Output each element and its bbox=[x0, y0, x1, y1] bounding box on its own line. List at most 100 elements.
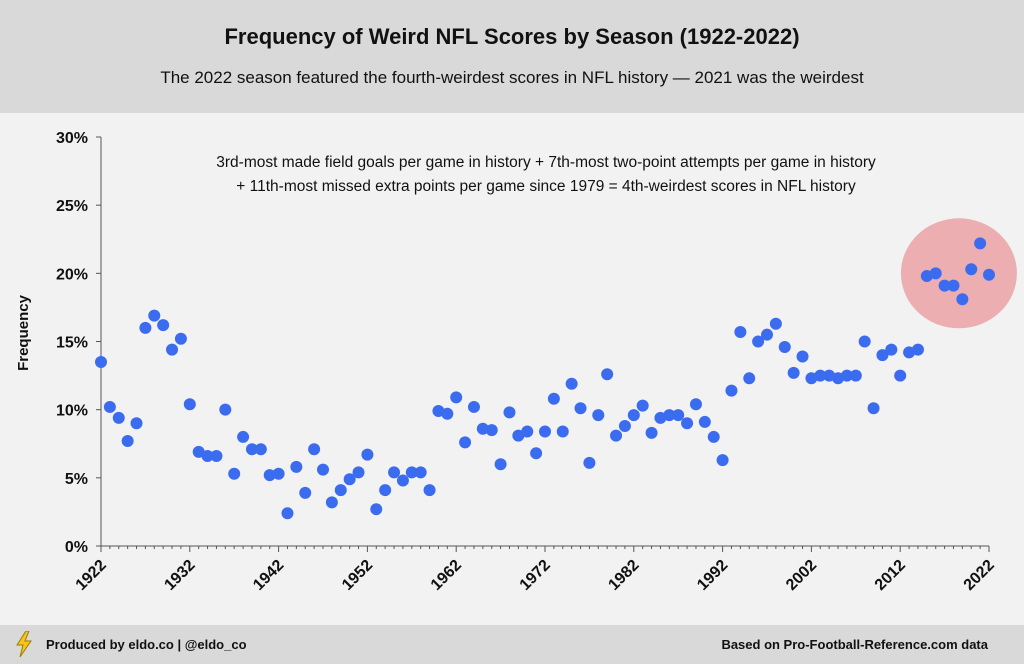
data-point bbox=[521, 425, 534, 438]
data-point bbox=[405, 466, 418, 479]
data-point bbox=[148, 309, 161, 322]
data-point bbox=[467, 400, 480, 413]
data-point bbox=[459, 436, 472, 449]
data-point bbox=[761, 328, 773, 341]
x-tick-label: 1962 bbox=[428, 557, 465, 594]
data-point bbox=[610, 429, 623, 442]
points-layer bbox=[95, 237, 995, 520]
data-point bbox=[343, 473, 356, 486]
x-tick-label: 1932 bbox=[161, 557, 198, 594]
y-tick-label: 25% bbox=[56, 198, 88, 215]
data-point bbox=[494, 458, 507, 471]
data-point bbox=[334, 484, 347, 497]
footer-source: Based on Pro-Football-Reference.com data bbox=[721, 637, 988, 652]
data-point bbox=[139, 321, 152, 334]
annotation-line-1: 3rd-most made field goals per game in hi… bbox=[216, 154, 876, 171]
data-point bbox=[938, 279, 951, 292]
y-tick-label: 15% bbox=[56, 335, 88, 352]
data-point bbox=[485, 424, 498, 437]
y-tick-label: 0% bbox=[65, 539, 88, 556]
data-point bbox=[388, 466, 401, 479]
plot-background bbox=[0, 113, 1024, 625]
data-point bbox=[849, 369, 862, 382]
data-point bbox=[734, 325, 747, 338]
data-point bbox=[769, 317, 782, 330]
data-point bbox=[183, 398, 196, 411]
data-point bbox=[840, 369, 853, 382]
data-point bbox=[965, 263, 978, 276]
x-tick-label: 1992 bbox=[694, 557, 731, 594]
data-point bbox=[876, 349, 889, 362]
footer-band: Produced by eldo.co | @eldo_co Based on … bbox=[0, 625, 1024, 664]
x-tick-label: 1972 bbox=[517, 557, 554, 594]
data-point bbox=[423, 484, 436, 497]
data-point bbox=[325, 496, 338, 509]
data-point bbox=[370, 503, 383, 516]
data-point bbox=[450, 391, 463, 404]
data-point bbox=[396, 474, 409, 487]
x-tick-label: 2022 bbox=[961, 557, 998, 594]
chart-title: Frequency of Weird NFL Scores by Season … bbox=[224, 24, 800, 49]
data-point bbox=[130, 417, 143, 430]
data-point bbox=[583, 456, 596, 469]
data-point bbox=[210, 450, 223, 463]
highlight-circle bbox=[900, 218, 1017, 329]
x-tick-label: 2002 bbox=[783, 557, 820, 594]
data-point bbox=[681, 417, 694, 430]
data-point bbox=[778, 340, 791, 353]
data-point bbox=[556, 425, 569, 438]
data-point bbox=[95, 355, 107, 368]
data-point bbox=[539, 425, 551, 438]
data-point bbox=[352, 466, 365, 479]
x-tick-label: 2012 bbox=[872, 557, 909, 594]
data-point bbox=[689, 398, 702, 411]
data-point bbox=[103, 400, 116, 413]
data-point bbox=[858, 335, 871, 348]
data-point bbox=[290, 460, 303, 473]
x-tick-label: 1952 bbox=[339, 557, 376, 594]
data-point bbox=[796, 350, 809, 363]
data-point bbox=[112, 411, 125, 424]
data-point bbox=[947, 279, 960, 292]
data-point bbox=[743, 372, 756, 385]
data-point bbox=[414, 466, 427, 479]
y-axis-label: Frequency bbox=[15, 294, 32, 371]
data-point bbox=[814, 369, 827, 382]
data-point bbox=[317, 463, 329, 476]
data-point bbox=[361, 448, 374, 461]
data-point bbox=[228, 467, 241, 480]
footer-credit: Produced by eldo.co | @eldo_co bbox=[46, 637, 247, 652]
axes-layer: 0% 5% 10% 15% 20% 25% 30% 1922 1932 1942 1952 1962 1… bbox=[56, 130, 998, 594]
data-point bbox=[707, 430, 720, 443]
data-point bbox=[174, 332, 187, 345]
data-point bbox=[885, 343, 898, 356]
data-point bbox=[530, 447, 543, 460]
data-point bbox=[698, 415, 711, 428]
data-point bbox=[254, 443, 267, 456]
data-point bbox=[441, 407, 454, 420]
data-point bbox=[503, 406, 516, 419]
x-tick-label: 1982 bbox=[605, 557, 642, 594]
data-point bbox=[787, 366, 800, 379]
data-point bbox=[245, 443, 258, 456]
data-point bbox=[166, 343, 179, 356]
data-point bbox=[121, 435, 134, 448]
data-point bbox=[565, 377, 578, 390]
data-point bbox=[752, 335, 765, 348]
data-point bbox=[725, 384, 738, 397]
data-point bbox=[476, 422, 489, 435]
x-tick-label: 1922 bbox=[73, 557, 110, 594]
data-point bbox=[308, 443, 321, 456]
chart-subtitle: The 2022 season featured the fourth-weir… bbox=[160, 68, 864, 87]
data-point bbox=[219, 403, 232, 416]
lightning-bolt-icon bbox=[16, 631, 32, 657]
data-point bbox=[547, 392, 560, 405]
data-point bbox=[157, 319, 170, 332]
data-point bbox=[627, 409, 640, 422]
highlight-layer bbox=[900, 218, 1017, 329]
data-point bbox=[645, 426, 658, 439]
annotation-line-2: + 11th-most missed extra points per game… bbox=[236, 178, 856, 195]
data-point bbox=[867, 402, 880, 415]
data-point bbox=[956, 293, 969, 306]
